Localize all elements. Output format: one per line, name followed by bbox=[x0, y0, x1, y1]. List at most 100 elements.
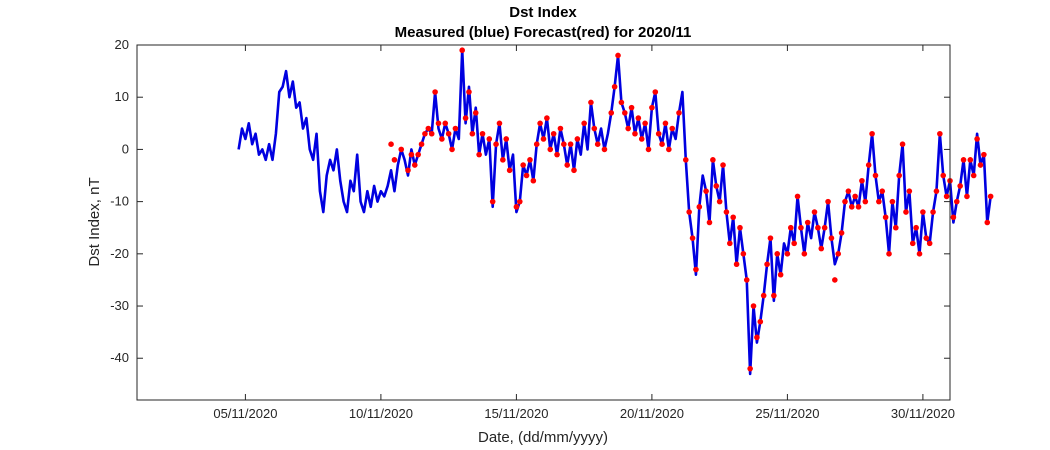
forecast-point bbox=[439, 136, 445, 142]
forecast-point bbox=[791, 240, 797, 247]
forecast-point bbox=[666, 146, 672, 153]
x-axis-label: Date, (dd/mm/yyyy) bbox=[478, 429, 608, 446]
forecast-point bbox=[906, 188, 913, 194]
forecast-point bbox=[591, 125, 598, 132]
forecast-point bbox=[710, 157, 716, 163]
forecast-point bbox=[801, 251, 808, 257]
forecast-point bbox=[435, 120, 442, 127]
forecast-point bbox=[422, 130, 428, 137]
forecast-point bbox=[855, 204, 862, 210]
forecast-point bbox=[750, 303, 757, 309]
forecast-point bbox=[537, 120, 543, 127]
forecast-point bbox=[737, 224, 743, 231]
forecast-point bbox=[848, 204, 855, 210]
forecast-point bbox=[889, 198, 896, 205]
forecast-point bbox=[415, 151, 421, 158]
forecast-point bbox=[828, 235, 835, 241]
forecast-point bbox=[523, 172, 530, 179]
forecast-point bbox=[784, 251, 791, 257]
forecast-point bbox=[984, 219, 991, 226]
forecast-point bbox=[798, 224, 804, 231]
forecast-point bbox=[689, 235, 696, 241]
forecast-point bbox=[506, 167, 513, 174]
forecast-point bbox=[574, 136, 581, 142]
forecast-point bbox=[662, 120, 669, 127]
forecast-point bbox=[428, 130, 435, 137]
forecast-point bbox=[740, 251, 747, 257]
forecast-point bbox=[842, 198, 848, 205]
forecast-point bbox=[835, 251, 842, 257]
forecast-point bbox=[611, 83, 618, 90]
forecast-point bbox=[391, 157, 398, 163]
forecast-point bbox=[682, 157, 689, 163]
forecast-point bbox=[859, 177, 865, 184]
forecast-point bbox=[960, 157, 967, 163]
forecast-point bbox=[916, 251, 923, 257]
forecast-point bbox=[561, 141, 567, 147]
forecast-point bbox=[896, 172, 902, 179]
forecast-point bbox=[832, 277, 838, 283]
forecast-point bbox=[567, 141, 574, 147]
forecast-point bbox=[869, 130, 875, 137]
forecast-point bbox=[547, 146, 554, 153]
forecast-point bbox=[838, 230, 845, 236]
forecast-point bbox=[937, 130, 943, 137]
forecast-point bbox=[730, 214, 736, 221]
forecast-point bbox=[899, 141, 906, 147]
forecast-point bbox=[720, 162, 726, 168]
forecast-point bbox=[733, 261, 740, 268]
forecast-point bbox=[703, 188, 709, 194]
forecast-point bbox=[957, 183, 963, 189]
x-tick-label: 25/11/2020 bbox=[755, 406, 819, 421]
forecast-point bbox=[815, 224, 821, 231]
forecast-point bbox=[950, 214, 957, 221]
forecast-point bbox=[818, 245, 825, 252]
forecast-point bbox=[615, 52, 621, 59]
forecast-point bbox=[787, 224, 794, 231]
forecast-point bbox=[865, 162, 872, 168]
forecast-point bbox=[926, 240, 933, 247]
forecast-point bbox=[520, 162, 526, 168]
forecast-point bbox=[774, 251, 781, 257]
forecast-point bbox=[581, 120, 587, 127]
forecast-point bbox=[676, 110, 682, 116]
forecast-point bbox=[445, 130, 452, 137]
forecast-point bbox=[974, 136, 980, 142]
forecast-point bbox=[886, 251, 892, 257]
forecast-point bbox=[909, 240, 916, 247]
forecast-point bbox=[669, 125, 676, 132]
forecast-point bbox=[452, 125, 459, 132]
forecast-point bbox=[821, 224, 828, 231]
forecast-point bbox=[764, 261, 770, 268]
forecast-point bbox=[760, 292, 767, 299]
forecast-point bbox=[594, 141, 601, 147]
forecast-point bbox=[513, 204, 520, 210]
forecast-point bbox=[571, 167, 577, 174]
forecast-point bbox=[757, 318, 764, 325]
forecast-point bbox=[754, 334, 760, 341]
y-tick-label: -10 bbox=[110, 194, 129, 209]
forecast-point bbox=[920, 209, 926, 215]
forecast-point bbox=[493, 141, 499, 147]
measured-series bbox=[237, 48, 992, 376]
forecast-point bbox=[628, 104, 635, 111]
forecast-point bbox=[418, 141, 425, 147]
forecast-point bbox=[503, 136, 510, 142]
forecast-point bbox=[608, 110, 615, 116]
y-tick-label: 20 bbox=[115, 37, 129, 52]
forecast-series bbox=[388, 47, 994, 372]
x-tick-label: 05/11/2020 bbox=[213, 406, 277, 421]
forecast-point bbox=[459, 47, 466, 54]
forecast-point bbox=[804, 219, 811, 226]
x-tick-label: 15/11/2020 bbox=[484, 406, 548, 421]
forecast-point bbox=[970, 172, 977, 179]
forecast-point bbox=[743, 277, 750, 283]
forecast-point bbox=[659, 141, 665, 147]
forecast-point bbox=[622, 110, 628, 116]
forecast-point bbox=[767, 235, 774, 241]
forecast-point bbox=[479, 130, 486, 137]
forecast-point bbox=[544, 115, 550, 121]
forecast-point bbox=[696, 204, 703, 210]
